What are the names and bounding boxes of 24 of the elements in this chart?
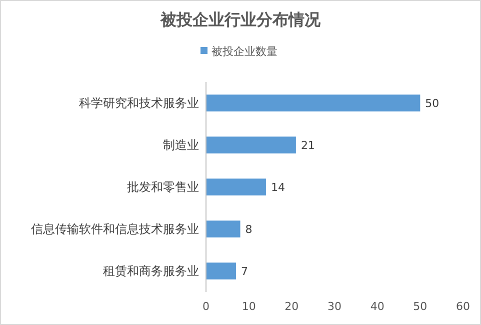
bar [206,178,266,196]
y-tick-label: 批发和零售业 [127,180,199,194]
y-tick-label: 租赁和商务服务业 [103,264,199,278]
bar [206,220,240,238]
x-tick-label: 20 [284,300,299,313]
x-tick-label: 0 [202,300,210,313]
chart-title: 被投企业行业分布情况 [160,10,322,29]
y-tick-label: 制造业 [163,138,199,152]
bar [206,136,296,154]
x-tick-label: 40 [370,300,384,313]
data-label: 7 [240,265,248,278]
x-tick-label: 10 [242,300,256,313]
x-tick-label: 60 [456,300,470,313]
x-tick-label: 30 [328,300,342,313]
data-label: 50 [425,97,440,110]
x-tick-label: 50 [413,300,428,313]
bar [206,262,236,280]
legend-label: 被投企业数量 [212,45,278,58]
data-label: 8 [245,223,252,236]
data-label: 21 [300,139,315,152]
y-tick-label: 信息传输软件和信息技术服务业 [31,222,199,236]
bar [206,94,420,112]
y-tick-label: 科学研究和技术服务业 [79,96,199,110]
data-label: 14 [270,181,285,194]
